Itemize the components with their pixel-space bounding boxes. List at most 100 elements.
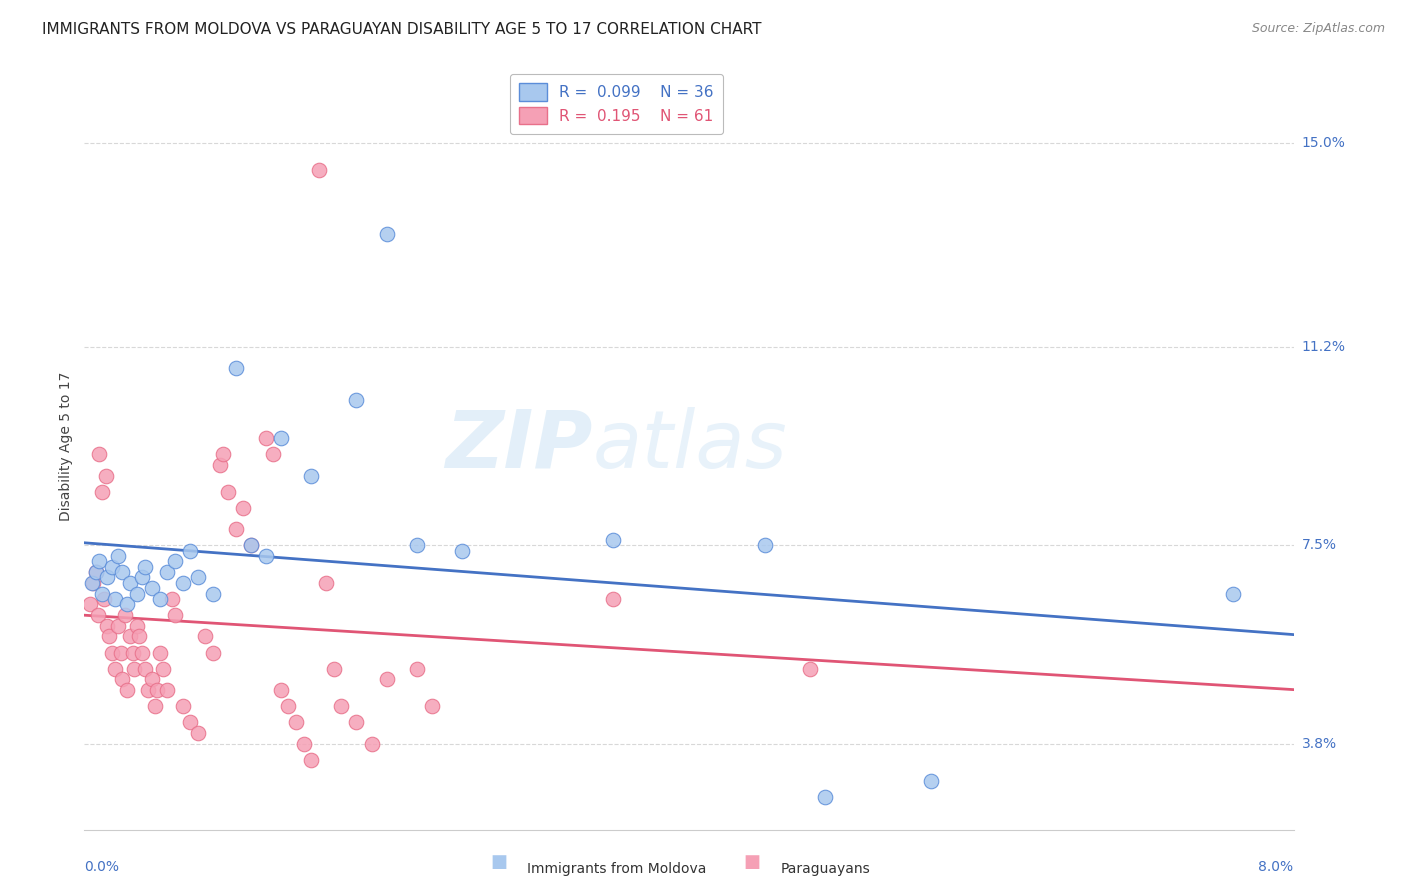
Text: 3.8%: 3.8% [1302,737,1337,751]
Point [96,570,118,584]
Point [107,618,129,632]
Point [100,559,122,574]
Point [179,715,201,730]
Text: 8.0%: 8.0% [1258,860,1294,874]
Point [315,575,337,590]
Point [115,597,138,611]
Point [346,393,368,408]
Point [149,646,172,660]
Text: 11.2%: 11.2% [1302,340,1346,354]
Point [270,431,292,445]
Point [420,699,443,714]
Point [89,447,111,461]
Point [156,683,179,698]
Text: Paraguayans: Paraguayans [780,862,870,876]
Point [277,699,299,714]
Point [86,565,108,579]
Point [146,683,169,698]
Text: 7.5%: 7.5% [1302,538,1337,552]
Point [602,591,624,606]
Legend: R =  0.099    N = 36, R =  0.195    N = 61: R = 0.099 N = 36, R = 0.195 N = 61 [510,74,723,134]
Point [134,662,156,676]
Point [322,662,344,676]
Point [97,629,120,643]
Point [160,591,183,606]
Point [292,737,315,751]
Point [127,618,149,632]
Point [111,565,134,579]
Point [201,646,224,660]
Point [141,673,163,687]
Point [754,538,776,552]
Point [225,522,247,536]
Point [110,646,132,660]
Point [127,586,149,600]
Point [131,646,153,660]
Point [799,662,821,676]
Point [194,629,217,643]
Point [360,737,382,751]
Point [118,575,141,590]
Point [284,715,308,730]
Point [920,774,942,789]
Point [239,538,262,552]
Point [814,790,837,805]
Point [86,565,108,579]
Point [299,468,322,483]
Point [141,581,163,595]
Text: ZIP: ZIP [444,407,592,485]
Point [330,699,353,714]
Point [346,715,368,730]
Point [232,500,254,515]
Point [111,673,134,687]
Point [375,227,398,241]
Point [406,662,429,676]
Text: ■: ■ [744,854,761,871]
Point [91,586,114,600]
Point [156,565,179,579]
Point [239,538,262,552]
Point [375,673,398,687]
Point [254,549,277,563]
Point [107,549,129,563]
Point [254,431,277,445]
Point [89,554,111,568]
Text: 0.0%: 0.0% [84,860,120,874]
Text: atlas: atlas [592,407,787,485]
Point [602,533,624,547]
Text: IMMIGRANTS FROM MOLDOVA VS PARAGUAYAN DISABILITY AGE 5 TO 17 CORRELATION CHART: IMMIGRANTS FROM MOLDOVA VS PARAGUAYAN DI… [42,22,762,37]
Point [225,361,247,376]
Point [212,447,235,461]
Point [122,662,145,676]
Point [94,468,117,483]
Point [451,543,474,558]
Point [165,607,187,622]
Point [217,484,239,499]
Point [79,597,101,611]
Point [114,607,136,622]
Point [172,575,194,590]
Point [82,575,104,590]
Point [96,618,118,632]
Point [134,559,156,574]
Point [406,538,429,552]
Point [104,591,127,606]
Point [209,458,232,472]
Point [104,662,127,676]
Point [1222,586,1244,600]
Text: 15.0%: 15.0% [1302,136,1346,150]
Point [187,726,209,740]
Point [262,447,284,461]
Point [93,591,115,606]
Point [100,646,122,660]
Point [131,570,153,584]
Point [187,570,209,584]
Point [136,683,159,698]
Point [299,753,322,767]
Point [91,484,114,499]
Point [152,662,174,676]
Point [308,162,330,177]
Point [118,629,141,643]
Point [87,607,110,622]
Point [80,575,103,590]
